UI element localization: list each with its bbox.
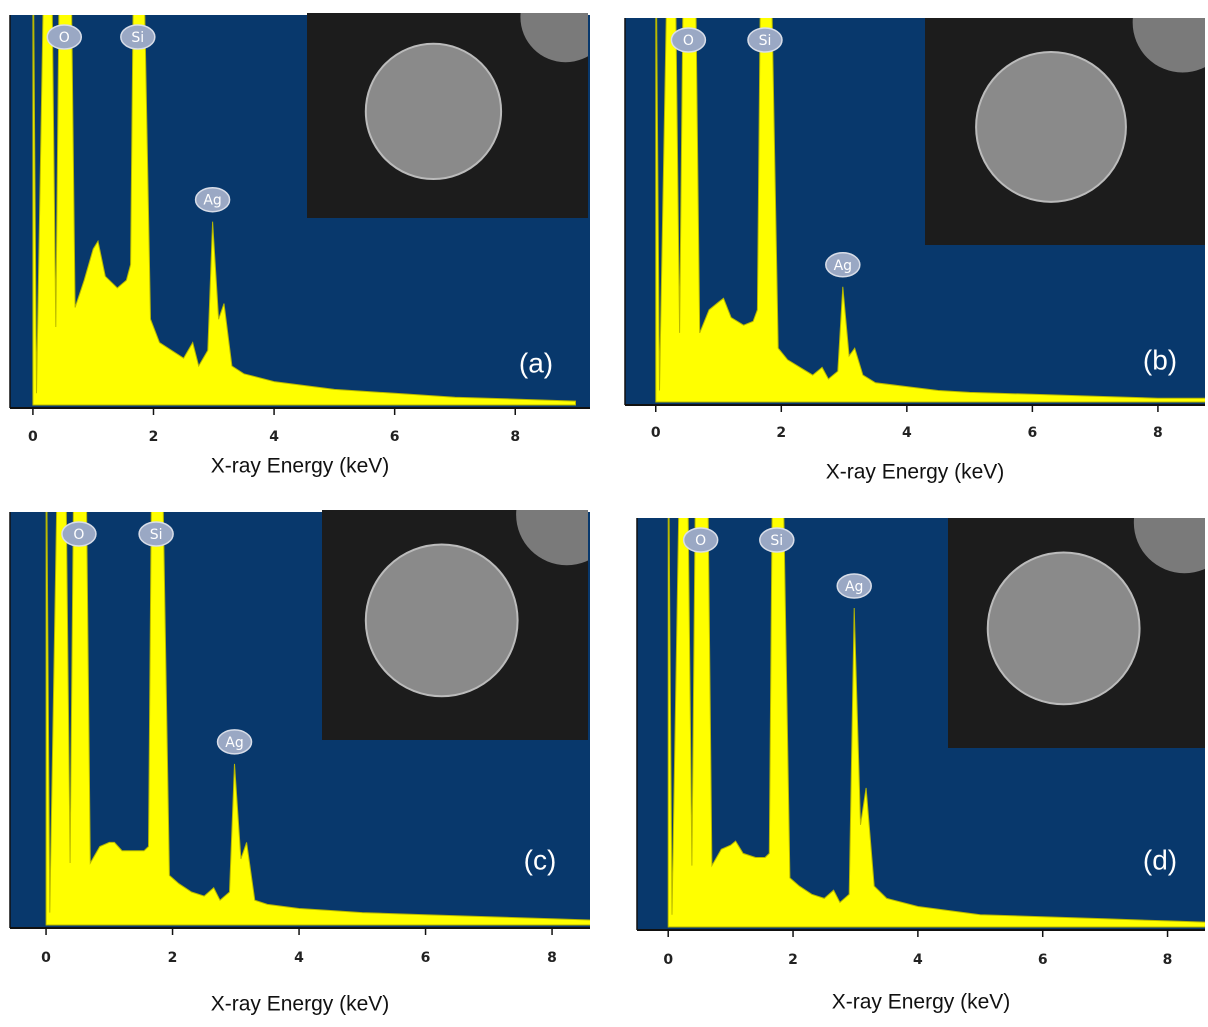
peak-label: Ag <box>845 579 863 595</box>
sem-inset <box>925 0 1208 245</box>
peak-label: Ag <box>225 735 243 751</box>
x-tick-label: 6 <box>390 429 400 445</box>
x-tick-label: 2 <box>168 950 178 966</box>
sem-inset <box>322 464 617 740</box>
x-axis-label: X-ray Energy (keV) <box>211 993 390 1016</box>
figure: O Si Ag 0 2 4 6 8 X-ray Energy (keV) (a) O Si Ag 0 2 4 6… <box>0 0 1208 1027</box>
peak-label: O <box>73 527 84 543</box>
x-tick-label: 2 <box>776 425 786 441</box>
x-tick-label: 2 <box>788 952 798 968</box>
sem-particle <box>976 52 1126 202</box>
sem-particle <box>988 553 1140 705</box>
x-tick-label: 0 <box>28 429 38 445</box>
x-axis-label: X-ray Energy (keV) <box>211 455 390 478</box>
x-tick-label: 6 <box>1028 425 1038 441</box>
peak-label: O <box>59 30 70 46</box>
x-tick-label: 8 <box>1153 425 1163 441</box>
sem-particle <box>366 545 518 697</box>
peak-label: Si <box>770 533 783 549</box>
panel-label: (b) <box>1143 344 1177 375</box>
x-tick-label: 6 <box>421 950 431 966</box>
x-tick-label: 0 <box>663 952 673 968</box>
sem-particle <box>516 464 617 565</box>
panel-label: (c) <box>524 844 557 875</box>
peak-label: O <box>683 33 694 49</box>
panel-label: (d) <box>1143 844 1177 875</box>
peak-label: Ag <box>203 193 221 209</box>
peak-label: Si <box>150 527 163 543</box>
x-tick-label: 4 <box>913 952 923 968</box>
x-tick-label: 0 <box>41 950 51 966</box>
peak-label: Si <box>759 33 772 49</box>
peak-label: O <box>695 533 706 549</box>
peak-label: Si <box>131 30 144 46</box>
x-tick-label: 8 <box>1163 952 1173 968</box>
peak-label: Ag <box>834 258 852 274</box>
x-tick-label: 4 <box>902 425 912 441</box>
x-axis-label: X-ray Energy (keV) <box>826 461 1005 484</box>
x-tick-label: 2 <box>149 429 159 445</box>
x-tick-label: 4 <box>269 429 279 445</box>
sem-particle <box>366 44 501 179</box>
x-tick-label: 0 <box>651 425 661 441</box>
sem-inset <box>307 0 611 218</box>
x-tick-label: 8 <box>547 950 557 966</box>
panel-label: (a) <box>519 347 553 378</box>
sem-inset <box>948 472 1208 748</box>
x-tick-label: 4 <box>294 950 304 966</box>
x-tick-label: 8 <box>510 429 520 445</box>
x-axis-label: X-ray Energy (keV) <box>832 991 1011 1014</box>
x-tick-label: 6 <box>1038 952 1048 968</box>
